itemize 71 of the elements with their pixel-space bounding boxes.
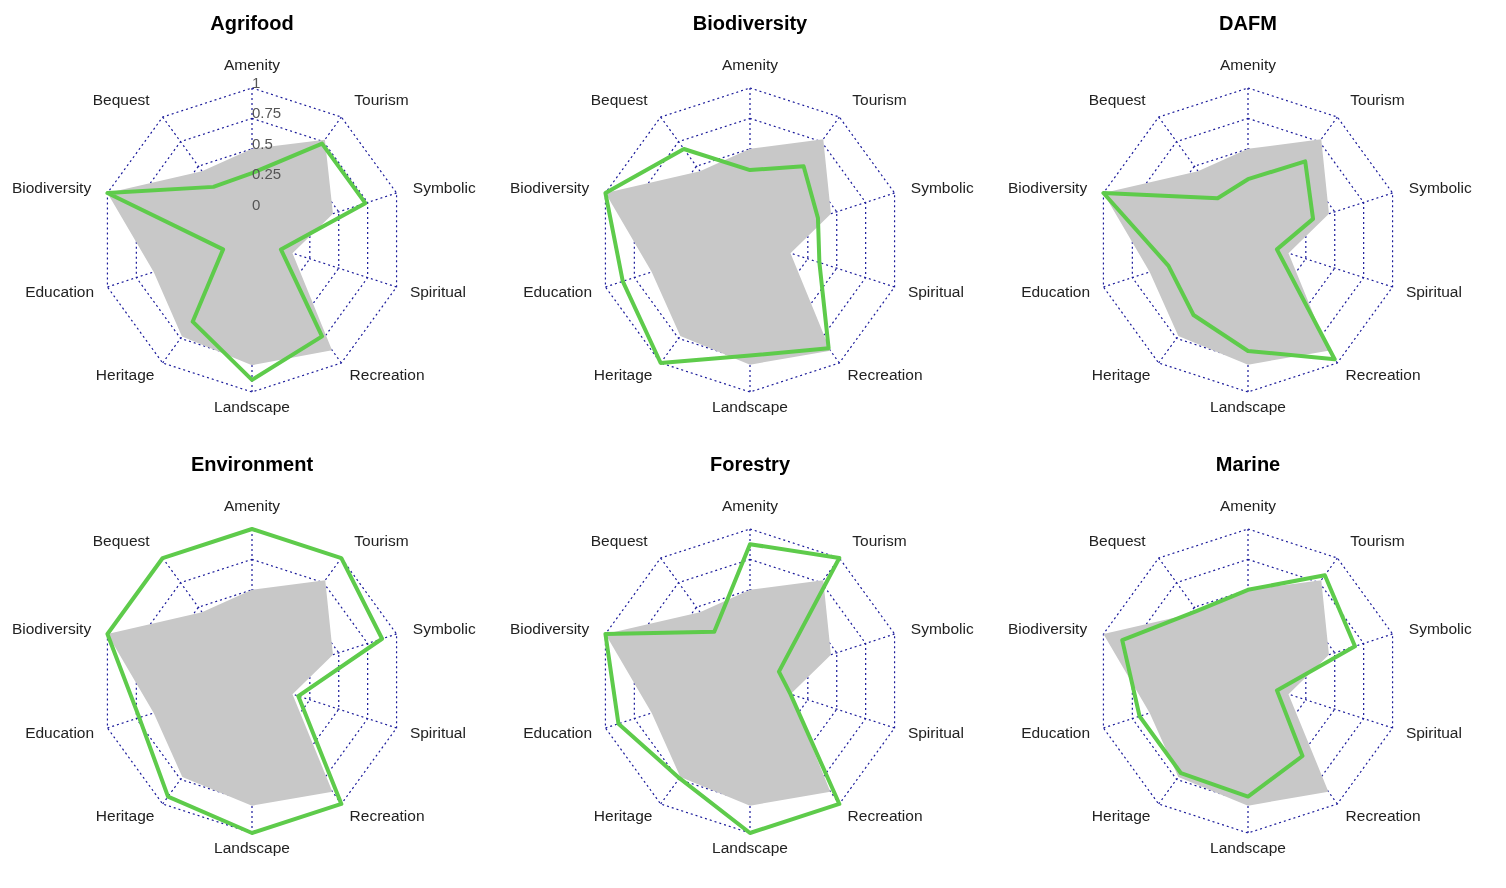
spoke-label: Heritage	[593, 806, 653, 824]
spoke-label: Symbolic	[1408, 620, 1472, 638]
spoke-label: Biodiversity	[509, 620, 590, 638]
chart-title: Marine	[1214, 453, 1282, 476]
spoke-label: Heritage	[593, 365, 653, 383]
spoke-label: Biodiversity	[11, 620, 92, 638]
spoke-label: Tourism	[354, 531, 409, 549]
spoke-label: Landscape	[214, 397, 290, 415]
spoke-label: Amenity	[1220, 55, 1277, 73]
y-tick-label: 0.25	[252, 165, 282, 183]
spoke-label: Landscape	[214, 838, 290, 856]
spoke-label: Tourism	[852, 90, 907, 108]
spoke-label: Symbolic	[412, 179, 476, 197]
spoke-label: Education	[1021, 282, 1091, 300]
spoke-label: Education	[1021, 723, 1091, 741]
spoke-label: Recreation	[847, 806, 923, 824]
spoke-label: Education	[25, 723, 95, 741]
spoke-label: Tourism	[1350, 90, 1405, 108]
spoke-label: Recreation	[349, 806, 425, 824]
spoke-label: Biodiversity	[11, 179, 92, 197]
spoke-label: Recreation	[1345, 806, 1421, 824]
spoke-label: Landscape	[712, 838, 788, 856]
y-tick-label: 0	[252, 195, 261, 213]
spoke-label: Spiritual	[1405, 282, 1462, 300]
spoke-label: Symbolic	[910, 179, 974, 197]
chart-title: Agrifood	[209, 12, 295, 35]
spoke-label: Biodiversity	[509, 179, 590, 197]
spoke-label: Recreation	[349, 365, 425, 383]
spoke-label: Symbolic	[910, 620, 974, 638]
spoke-label: Spiritual	[907, 282, 964, 300]
spoke-label: Bequest	[1088, 90, 1147, 108]
spoke-label: Amenity	[722, 496, 779, 514]
spoke-label: Landscape	[1210, 397, 1286, 415]
spoke-label: Tourism	[1350, 531, 1405, 549]
y-tick-label: 1	[252, 74, 261, 91]
spoke-label: Amenity	[722, 55, 779, 73]
spoke-label: Biodiversity	[1007, 620, 1088, 638]
spoke-label: Amenity	[1220, 496, 1277, 514]
spoke-label: Spiritual	[409, 282, 466, 300]
spoke-label: Bequest	[590, 531, 649, 549]
spoke-label: Heritage	[1091, 806, 1151, 824]
spoke-label: Landscape	[712, 397, 788, 415]
spoke-label: Heritage	[95, 806, 155, 824]
chart-title: Forestry	[709, 453, 791, 476]
spoke-label: Spiritual	[907, 723, 964, 741]
chart-title: DAFM	[1218, 12, 1278, 35]
spoke-label: Bequest	[92, 90, 151, 108]
y-tick-label: 0.75	[252, 104, 282, 122]
spoke-label: Heritage	[1091, 365, 1151, 383]
spoke-label: Bequest	[1088, 531, 1147, 549]
chart-title: Biodiversity	[691, 12, 809, 35]
spoke-label: Recreation	[847, 365, 923, 383]
spoke-label: Biodiversity	[1007, 179, 1088, 197]
spoke-label: Education	[523, 723, 593, 741]
spoke-label: Education	[523, 282, 593, 300]
spoke-label: Symbolic	[412, 620, 476, 638]
spoke-label: Bequest	[92, 531, 151, 549]
spoke-label: Amenity	[224, 496, 281, 514]
spoke-label: Spiritual	[409, 723, 466, 741]
spoke-label: Tourism	[354, 90, 409, 108]
spoke-label: Tourism	[852, 531, 907, 549]
spoke-label: Recreation	[1345, 365, 1421, 383]
spoke-label: Education	[25, 282, 95, 300]
y-tick-label: 0.5	[252, 134, 273, 152]
spoke-label: Symbolic	[1408, 179, 1472, 197]
spoke-label: Heritage	[95, 365, 155, 383]
chart-title: Environment	[189, 453, 315, 476]
spoke-label: Spiritual	[1405, 723, 1462, 741]
spoke-label: Bequest	[590, 90, 649, 108]
spoke-label: Amenity	[224, 55, 281, 73]
spoke-label: Landscape	[1210, 838, 1286, 856]
